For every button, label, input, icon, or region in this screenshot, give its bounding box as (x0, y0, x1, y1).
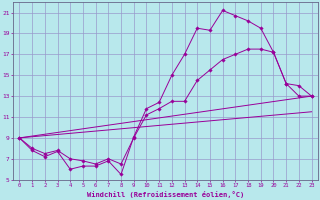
X-axis label: Windchill (Refroidissement éolien,°C): Windchill (Refroidissement éolien,°C) (87, 191, 244, 198)
